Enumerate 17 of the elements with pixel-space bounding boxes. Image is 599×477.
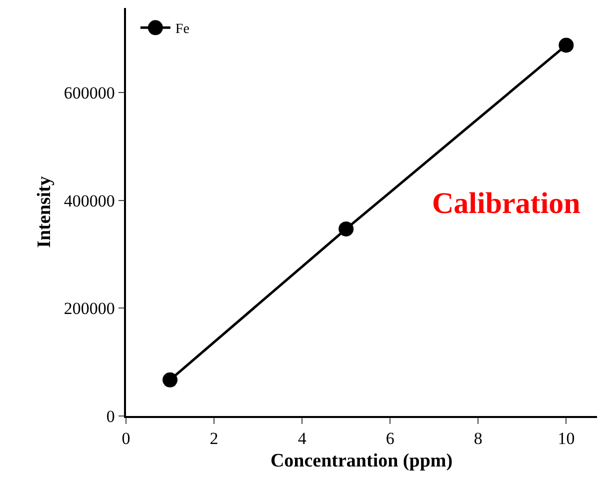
annotation: Calibration [432, 187, 581, 220]
x-axis-title: Concentrantion (ppm) [270, 450, 453, 472]
y-tick-label: 600000 [64, 84, 115, 103]
legend-label: Fe [175, 22, 190, 38]
x-tick-label: 8 [474, 429, 482, 448]
y-tick-label: 400000 [64, 191, 115, 210]
x-tick-label: 0 [122, 429, 130, 448]
point [338, 221, 354, 236]
x-tick-label: 2 [210, 429, 218, 448]
y-tick-label: 0 [106, 406, 115, 426]
point [558, 38, 574, 53]
x-tick-label: 4 [298, 429, 307, 448]
point [162, 372, 178, 388]
x-tick-label: 10 [558, 429, 575, 448]
x-tick-label: 6 [386, 429, 394, 448]
y-axis-title: Intensity [34, 176, 56, 248]
y-tick-label: 200000 [64, 299, 115, 318]
